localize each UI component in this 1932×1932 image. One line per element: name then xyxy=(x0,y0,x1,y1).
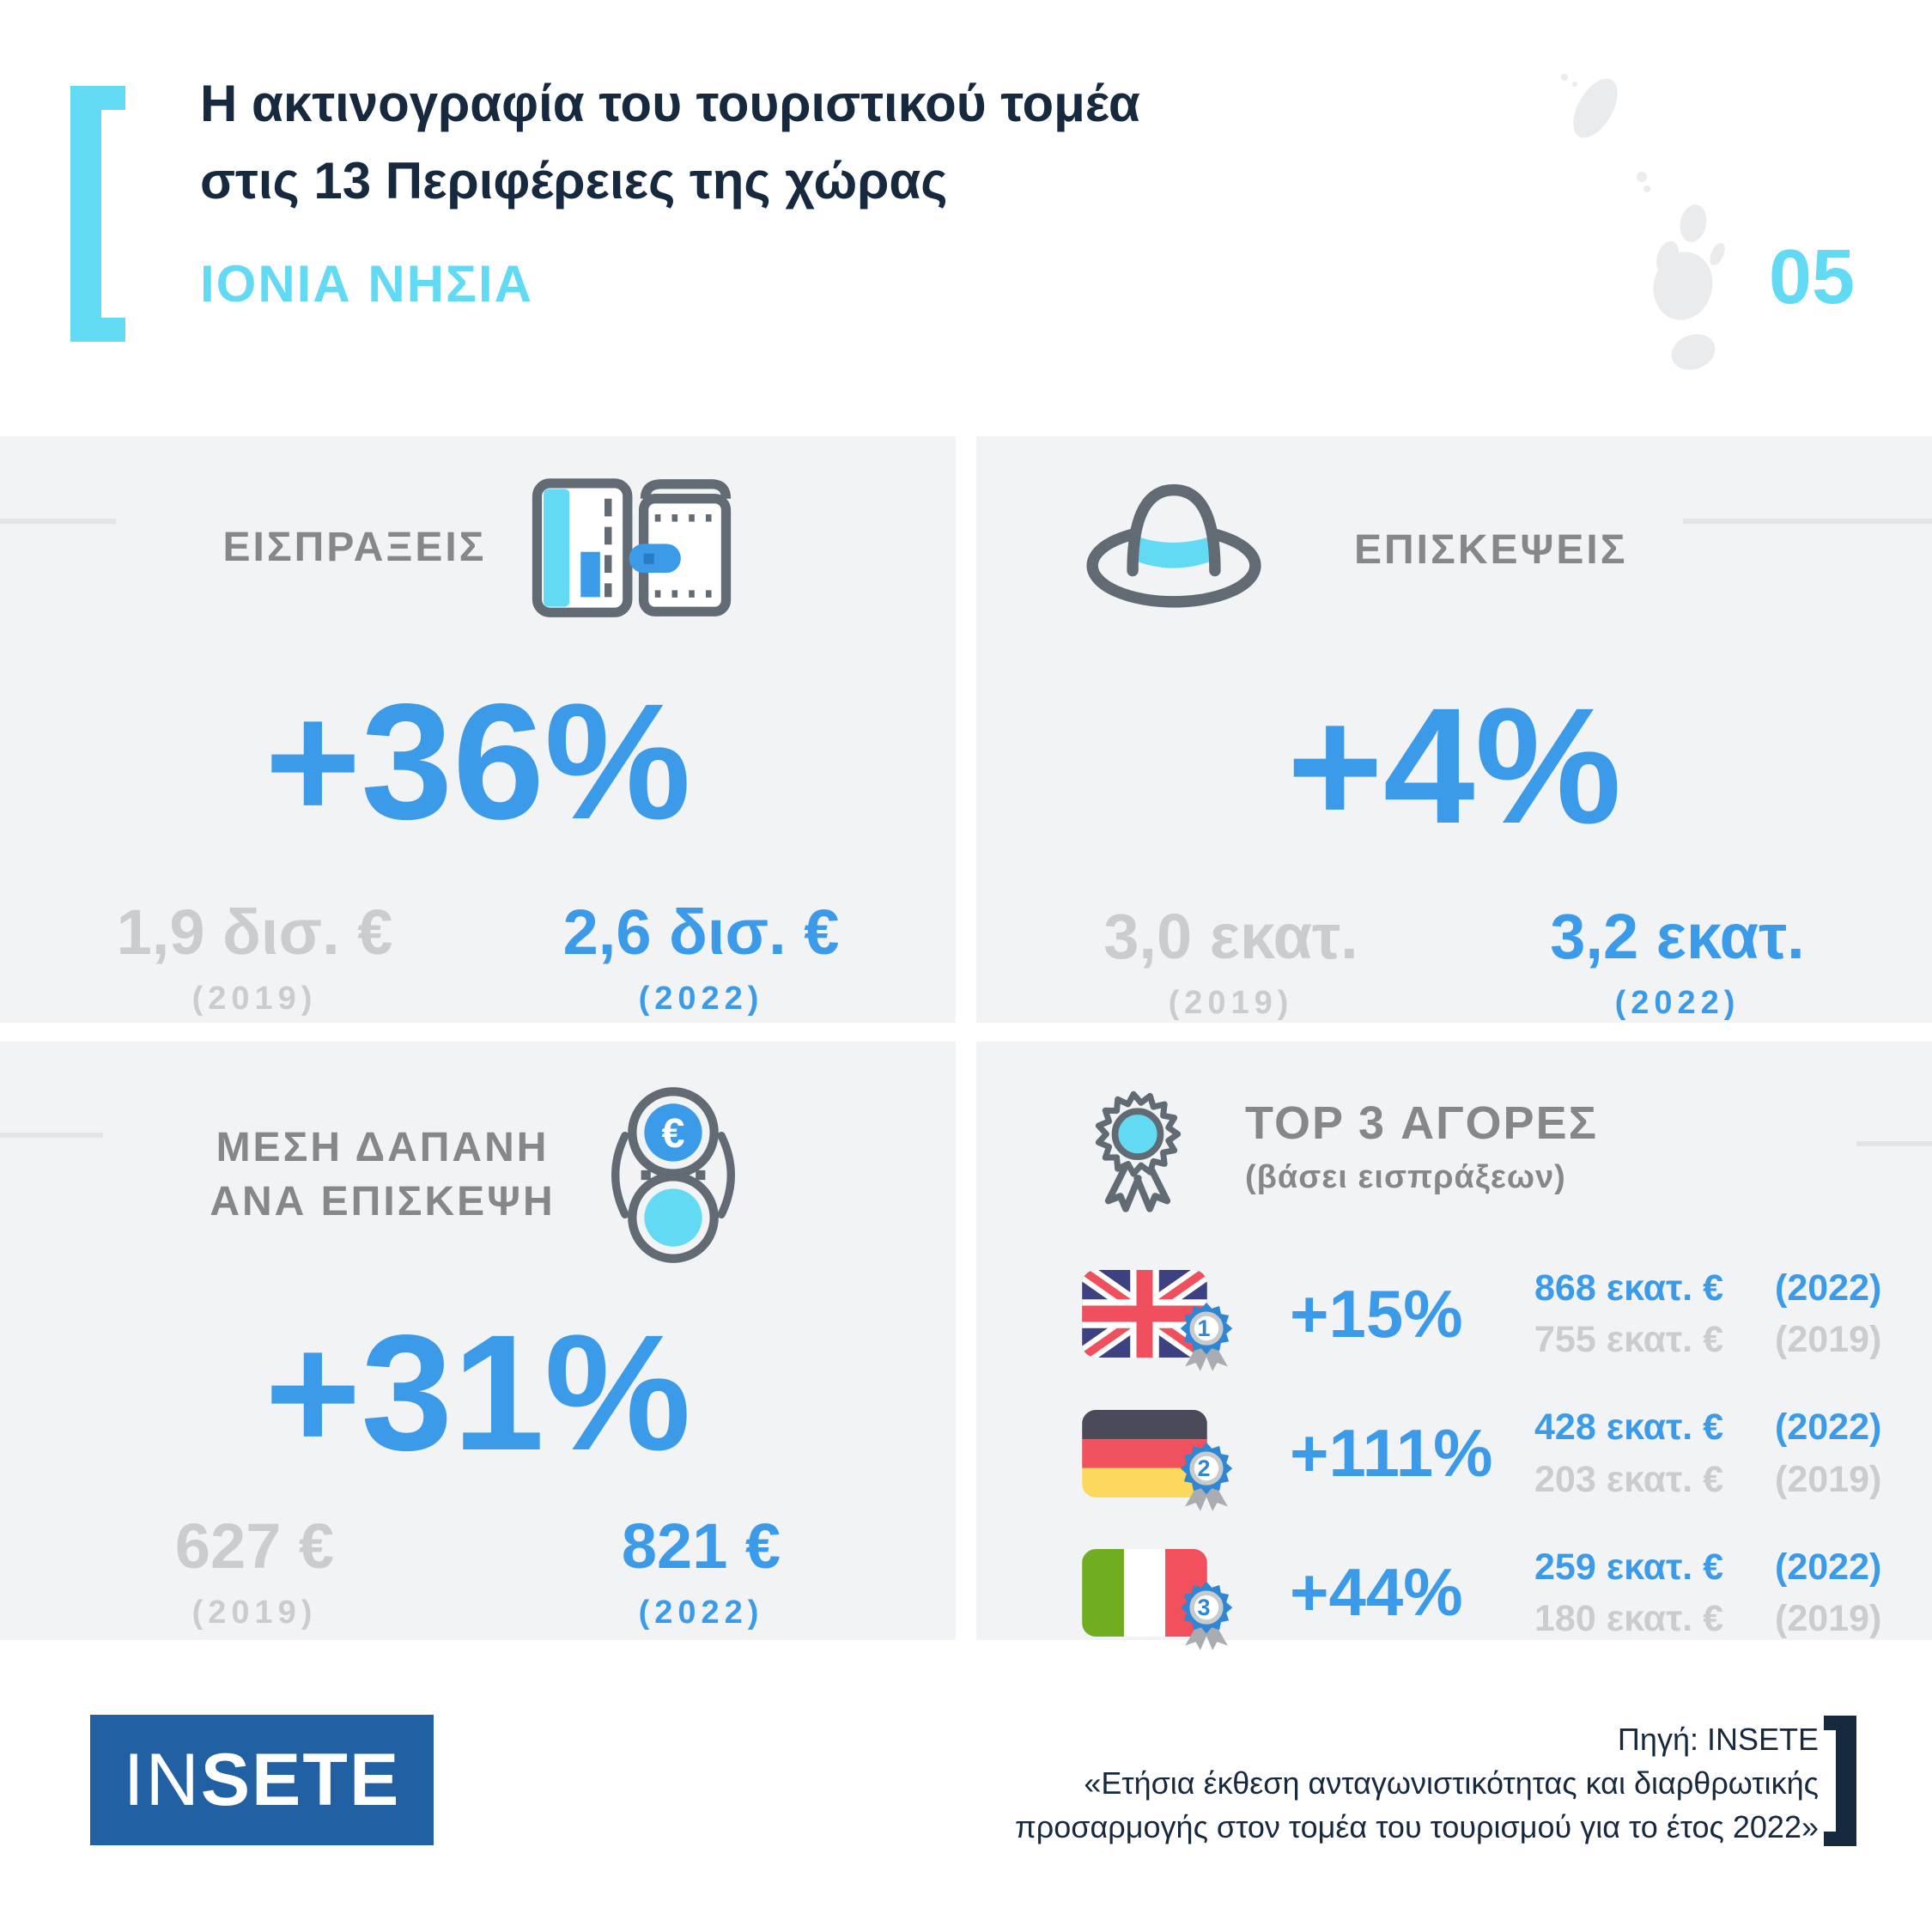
visits-header: ΕΠΙΣΚΕΨΕΙΣ xyxy=(976,436,1932,623)
visits-change: +4% xyxy=(1286,673,1622,858)
panel-visits: ΕΠΙΣΚΕΨΕΙΣ +4% 3,0 εκατ. (2019) 3,2 εκατ… xyxy=(976,436,1932,1023)
germany-flag-wrap: 2 xyxy=(1081,1409,1233,1511)
average-spend-change: +31% xyxy=(264,1300,691,1485)
uk-value-2019: 755 εκατ. € xyxy=(1534,1319,1724,1361)
receipts-value-2022: 2,6 δισ. € xyxy=(562,896,840,968)
source-line1: Πηγή: INSETE xyxy=(1617,1722,1819,1757)
germany-value-2019: 203 εκατ. € xyxy=(1534,1458,1724,1500)
germany-years: (2022) (2019) xyxy=(1775,1401,1921,1504)
average-spend-2019-column: 627 € (2019) xyxy=(83,1510,427,1631)
source-line2: «Ετήσια έκθεση ανταγωνιστικότητας και δι… xyxy=(1084,1765,1819,1801)
italy-year-2019: (2019) xyxy=(1775,1597,1882,1639)
region-subtitle: ΙΟΝΙΑ ΝΗΣΙΑ xyxy=(200,255,534,313)
average-spend-values: 627 € (2019) 821 € (2022) xyxy=(0,1510,956,1631)
rank-1-number: 1 xyxy=(1197,1315,1211,1342)
source-attribution: Πηγή: INSETE «Ετήσια έκθεση ανταγωνιστικ… xyxy=(1015,1717,1819,1849)
uk-year-2022: (2022) xyxy=(1775,1267,1882,1309)
page-title-line1: Η ακτινογραφία του τουριστικού τομέα xyxy=(200,75,1140,132)
italy-value-2019: 180 εκατ. € xyxy=(1534,1597,1724,1639)
top-markets-title: TOP 3 ΑΓΟΡΕΣ xyxy=(1245,1097,1598,1150)
visits-year-2019: (2019) xyxy=(1168,985,1294,1021)
open-bracket-decoration xyxy=(70,86,125,342)
rank-3-badge-icon: 3 xyxy=(1179,1580,1234,1650)
receipts-title: ΕΙΣΠΡΑΞΕΙΣ xyxy=(222,525,487,571)
top-markets-subtitle: (βάσει εισπράξεων) xyxy=(1245,1159,1566,1196)
visits-values: 3,0 εκατ. (2019) 3,2 εκατ. (2022) xyxy=(976,900,1932,1022)
visits-year-2022: (2022) xyxy=(1614,985,1741,1021)
average-spend-title-line1: ΜΕΣΗ ΔΑΠΑΝΗ xyxy=(216,1125,550,1171)
wallet-card-icon xyxy=(532,478,732,617)
page-title-line2: στις 13 Περιφέρειες της χώρας xyxy=(200,152,948,210)
italy-flag-icon xyxy=(1082,1548,1207,1637)
decorative-line xyxy=(0,519,116,524)
top-markets-header: TOP 3 ΑΓΟΡΕΣ (βάσει εισπράξεων) xyxy=(976,1042,1932,1218)
uk-value-2022: 868 εκατ. € xyxy=(1534,1267,1724,1309)
rank-3-number: 3 xyxy=(1197,1594,1211,1620)
receipts-2019-column: 1,9 δισ. € (2019) xyxy=(83,896,427,1018)
page-number: 05 xyxy=(1768,234,1855,320)
visits-value-2022: 3,2 εκατ. xyxy=(1550,901,1805,972)
decorative-line xyxy=(1683,519,1932,524)
rank-2-badge-icon: 2 xyxy=(1179,1441,1234,1511)
average-spend-year-2019: (2019) xyxy=(191,1595,318,1631)
page-title: Η ακτινογραφία του τουριστικού τομέα στι… xyxy=(200,65,1140,220)
germany-value-2022: 428 εκατ. € xyxy=(1534,1406,1724,1449)
rank-1-badge-icon: 1 xyxy=(1179,1301,1234,1372)
ionian-islands-map-icon xyxy=(1561,74,1725,370)
panel-top-markets: TOP 3 ΑΓΟΡΕΣ (βάσει εισπράξεων) xyxy=(976,1042,1932,1650)
italy-flag-wrap: 3 xyxy=(1081,1548,1233,1650)
euro-coins-icon: € xyxy=(611,1087,735,1263)
visits-title: ΕΠΙΣΚΕΨΕΙΣ xyxy=(1354,526,1628,573)
average-spend-year-2022: (2022) xyxy=(638,1595,764,1631)
euro-symbol: € xyxy=(661,1110,684,1157)
uk-change: +15% xyxy=(1290,1275,1463,1352)
visits-2022-column: 3,2 εκατ. (2022) xyxy=(1506,900,1850,1022)
uk-values: 868 εκατ. € 755 εκατ. € xyxy=(1534,1262,1775,1365)
insete-logo-sete: SETE xyxy=(200,1738,401,1821)
average-spend-value-2022: 821 € xyxy=(621,1510,781,1582)
medal-rosette-icon xyxy=(1095,1091,1182,1212)
receipts-2022-column: 2,6 δισ. € (2022) xyxy=(530,896,873,1018)
italy-years: (2022) (2019) xyxy=(1775,1541,1921,1644)
market-row-uk: 1 +15% 868 εκατ. € 755 εκατ. € (2022) (2… xyxy=(1081,1262,1932,1372)
hat-icon xyxy=(1086,483,1261,608)
decorative-line xyxy=(1856,1141,1932,1146)
uk-flag-wrap: 1 xyxy=(1081,1270,1233,1372)
italy-values: 259 εκατ. € 180 εκατ. € xyxy=(1534,1541,1775,1644)
italy-year-2022: (2022) xyxy=(1775,1546,1882,1588)
average-spend-title-line2: ΑΝΑ ΕΠΙΣΚΕΨΗ xyxy=(210,1178,556,1224)
visits-2019-column: 3,0 εκατ. (2019) xyxy=(1060,900,1403,1022)
germany-year-2019: (2019) xyxy=(1775,1458,1882,1500)
insete-logo-in: IN xyxy=(123,1738,201,1821)
rank-2-number: 2 xyxy=(1197,1455,1211,1481)
top-markets-title-block: TOP 3 ΑΓΟΡΕΣ (βάσει εισπράξεων) xyxy=(1245,1096,1598,1197)
decorative-line xyxy=(0,1133,103,1138)
average-spend-header: ΜΕΣΗ ΔΑΠΑΝΗ ΑΝΑ ΕΠΙΣΚΕΨΗ € xyxy=(0,1042,956,1267)
average-spend-2022-column: 821 € (2022) xyxy=(530,1510,873,1631)
panel-receipts: ΕΙΣΠΡΑΞΕΙΣ +36% 1,9 δισ. € (2019) 2,6 xyxy=(0,436,956,1023)
uk-flag-icon xyxy=(1082,1270,1207,1358)
germany-change: +111% xyxy=(1290,1415,1493,1492)
receipts-year-2022: (2022) xyxy=(638,981,764,1017)
market-row-italy: 3 +44% 259 εκατ. € 180 εκατ. € (2022) (2… xyxy=(1081,1541,1932,1650)
receipts-header: ΕΙΣΠΡΑΞΕΙΣ xyxy=(0,436,956,619)
italy-value-2022: 259 εκατ. € xyxy=(1534,1546,1724,1588)
italy-change: +44% xyxy=(1290,1554,1463,1631)
average-spend-title: ΜΕΣΗ ΔΑΠΑΝΗ ΑΝΑ ΕΠΙΣΚΕΨΗ xyxy=(210,1121,555,1229)
market-row-germany: 2 +111% 428 εκατ. € 203 εκατ. € (2022) (… xyxy=(1081,1401,1932,1511)
germany-year-2022: (2022) xyxy=(1775,1406,1882,1449)
receipts-value-2019: 1,9 δισ. € xyxy=(116,896,393,968)
receipts-change: +36% xyxy=(264,669,691,854)
close-bracket-decoration xyxy=(1824,1716,1856,1846)
insete-logo: IN SETE xyxy=(90,1715,434,1845)
uk-years: (2022) (2019) xyxy=(1775,1262,1921,1365)
panel-average-spend: ΜΕΣΗ ΔΑΠΑΝΗ ΑΝΑ ΕΠΙΣΚΕΨΗ € +31% 627 € (2… xyxy=(0,1042,956,1640)
receipts-year-2019: (2019) xyxy=(191,981,318,1017)
receipts-values: 1,9 δισ. € (2019) 2,6 δισ. € (2022) xyxy=(0,896,956,1018)
germany-values: 428 εκατ. € 203 εκατ. € xyxy=(1534,1401,1775,1504)
uk-year-2019: (2019) xyxy=(1775,1319,1882,1361)
source-line3: προσαρμογής στον τομέα του τουρισμού για… xyxy=(1014,1809,1819,1845)
visits-value-2019: 3,0 εκατ. xyxy=(1103,901,1358,972)
average-spend-value-2019: 627 € xyxy=(174,1510,335,1582)
